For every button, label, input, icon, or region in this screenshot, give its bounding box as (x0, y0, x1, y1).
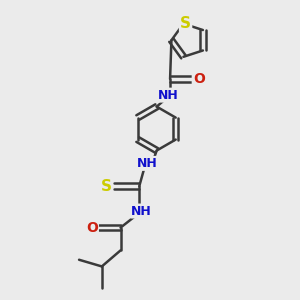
Text: S: S (180, 16, 191, 31)
Text: O: O (86, 220, 98, 235)
Text: NH: NH (158, 88, 178, 102)
Text: S: S (101, 178, 112, 194)
Text: NH: NH (137, 157, 158, 170)
Text: O: O (193, 72, 205, 86)
Text: NH: NH (131, 205, 152, 218)
